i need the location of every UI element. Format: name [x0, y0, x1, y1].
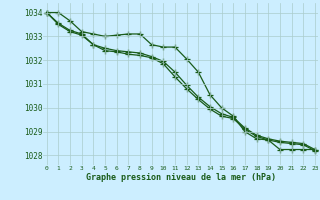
X-axis label: Graphe pression niveau de la mer (hPa): Graphe pression niveau de la mer (hPa) [86, 173, 276, 182]
